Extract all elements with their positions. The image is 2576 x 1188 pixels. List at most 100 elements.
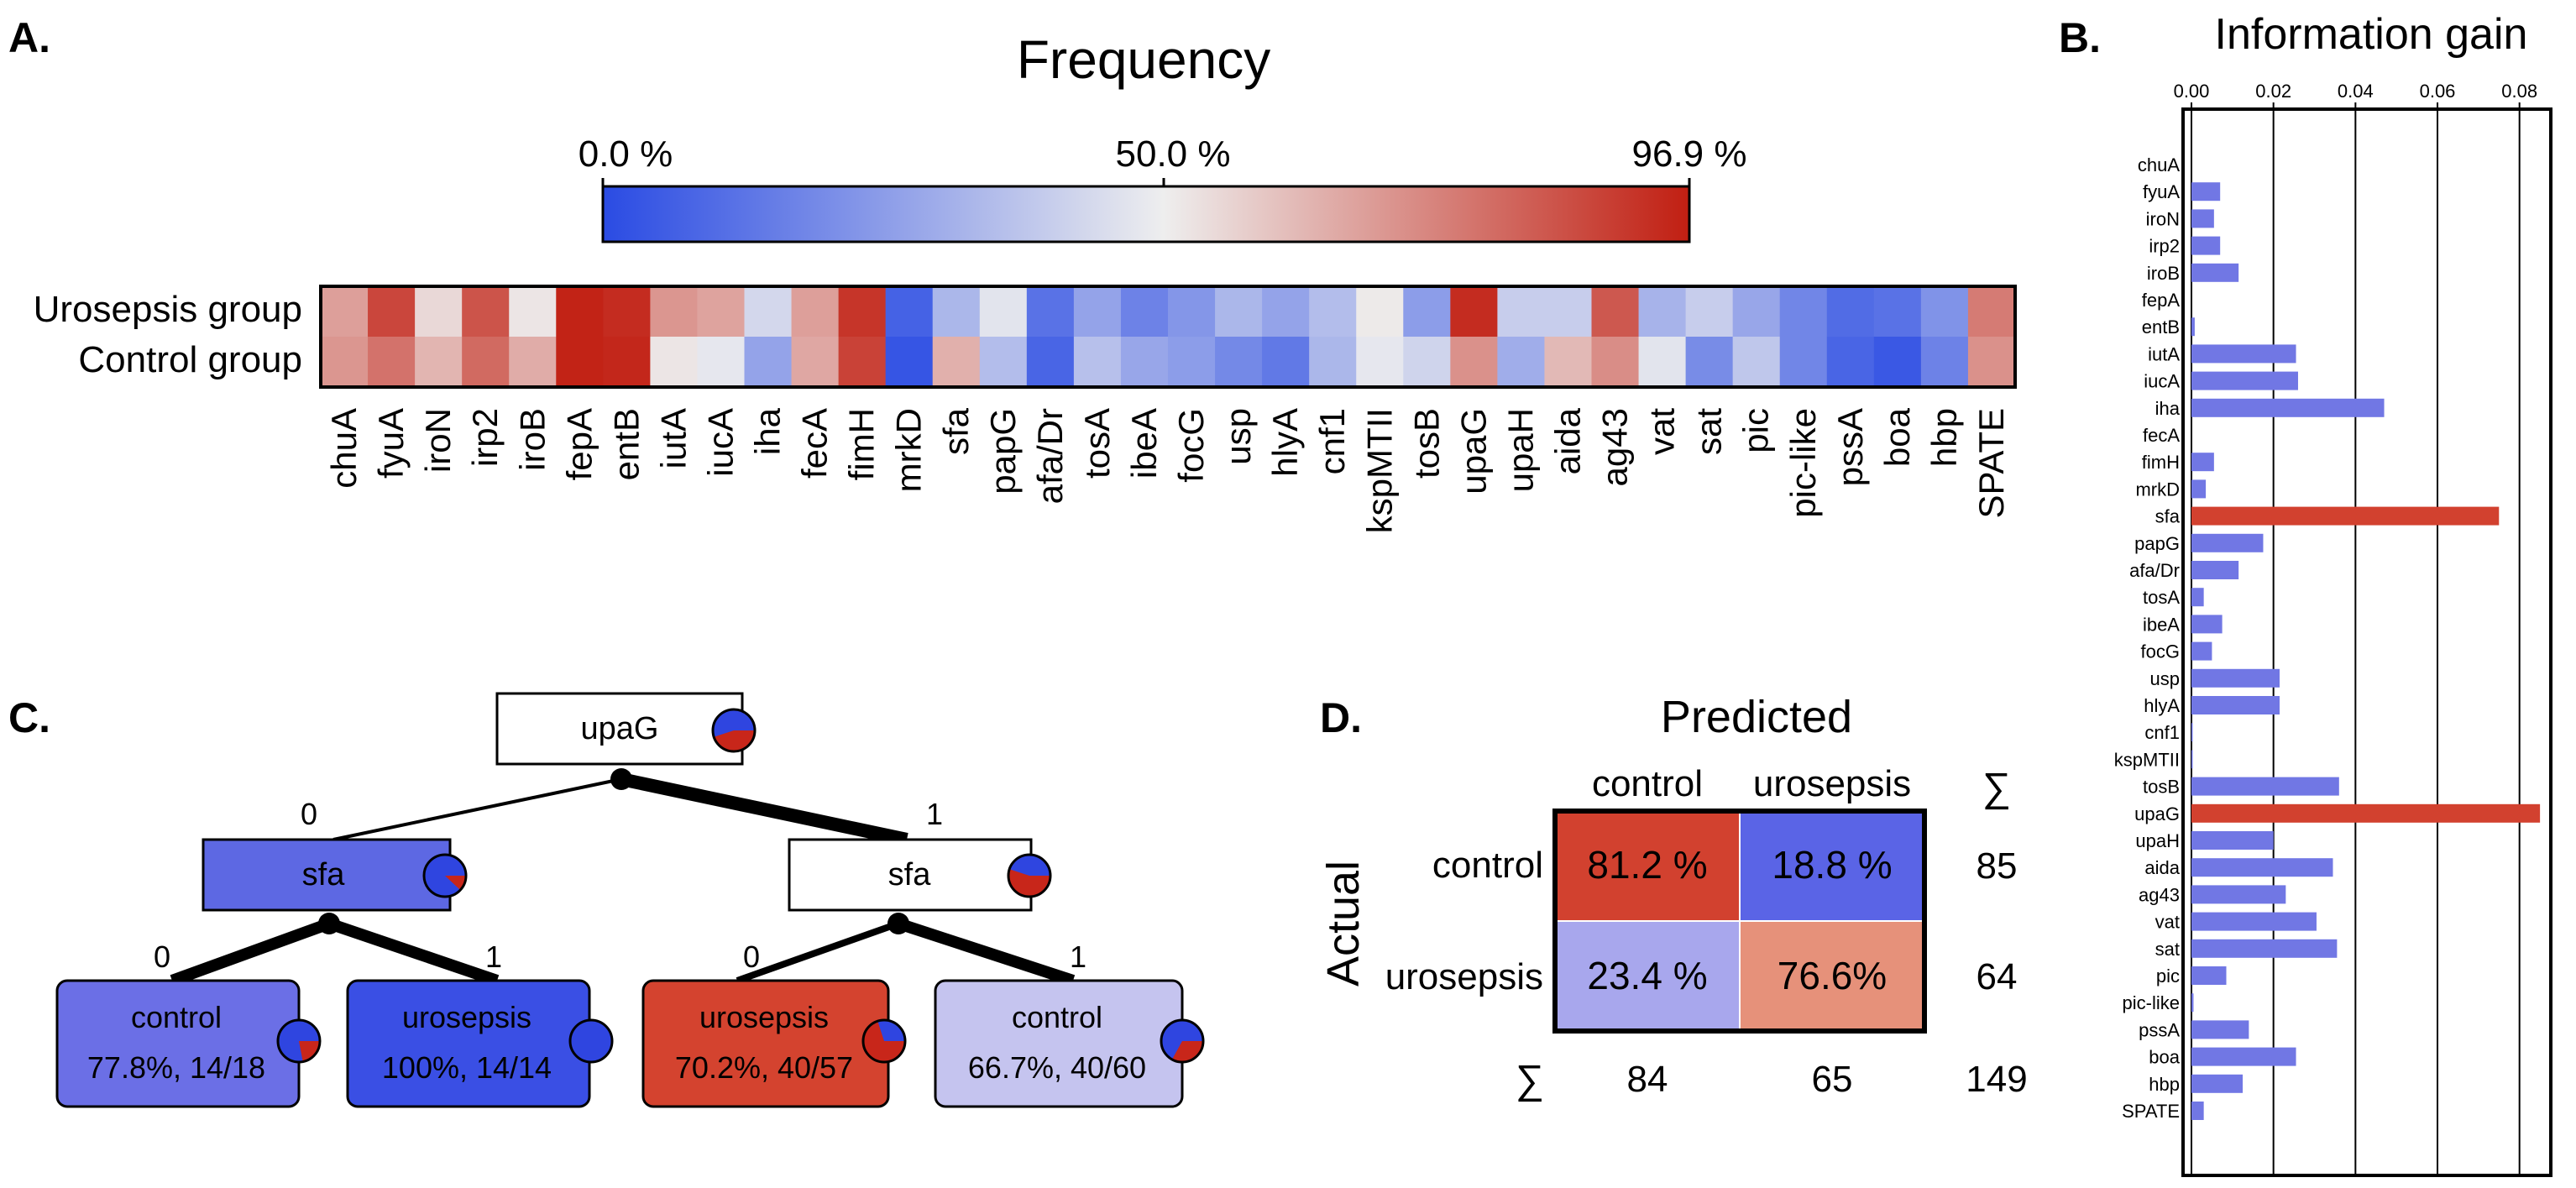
info-gain-bars bbox=[2191, 182, 2541, 1120]
pie-outline bbox=[711, 708, 757, 753]
heatmap-column-labels: chuA fyuA iroN irp2 iroB fepA entB iutA iucA iha f… bbox=[324, 407, 2011, 533]
heatmap-column-label: iha bbox=[748, 407, 788, 455]
confusion-row-label: urosepsis bbox=[1385, 956, 1543, 997]
heatmap-cell bbox=[415, 337, 463, 387]
heatmap-column-label: ag43 bbox=[1595, 408, 1635, 486]
heatmap-cell bbox=[1638, 337, 1687, 387]
info-gain-bar bbox=[2191, 371, 2298, 390]
info-gain-category-label: irp2 bbox=[2149, 236, 2180, 257]
info-gain-category-label: pic-like bbox=[2123, 992, 2180, 1013]
pie-slice-red bbox=[445, 876, 466, 891]
heatmap-cell bbox=[1967, 337, 2016, 387]
info-gain-tick-label: 0.04 bbox=[2338, 81, 2374, 102]
tree-junction bbox=[318, 913, 340, 934]
info-gain-bar bbox=[2191, 885, 2286, 904]
pie-outline bbox=[1160, 1018, 1205, 1064]
pie-outline bbox=[276, 1018, 322, 1064]
confusion-cell bbox=[1740, 811, 1924, 921]
pie-outline bbox=[422, 853, 468, 898]
confusion-cell-value: 81.2 % bbox=[1587, 843, 1707, 887]
heatmap-cell bbox=[1073, 286, 1122, 337]
info-gain-category-label: mrkD bbox=[2135, 479, 2180, 500]
confusion-sum-symbol: ∑ bbox=[1516, 1058, 1544, 1102]
heatmap-cell bbox=[1873, 286, 1922, 337]
heatmap-cell bbox=[368, 286, 416, 337]
heatmap-column-label: fyuA bbox=[371, 408, 411, 479]
heatmap-column-label: pic-like bbox=[1783, 408, 1823, 518]
heatmap-cell bbox=[368, 337, 416, 387]
tree-internal-label: sfa bbox=[302, 857, 346, 892]
heatmap-column-label: chuA bbox=[324, 408, 364, 489]
tree-edge bbox=[170, 918, 332, 987]
heatmap-cell bbox=[1450, 337, 1498, 387]
info-gain-bar bbox=[2191, 506, 2500, 526]
heatmap-cell bbox=[1073, 337, 1122, 387]
info-gain-bar bbox=[2191, 344, 2296, 364]
info-gain-bar bbox=[2191, 912, 2317, 931]
leaf-class-pie bbox=[276, 1018, 322, 1064]
tree-junction bbox=[887, 913, 909, 934]
confusion-cell bbox=[1555, 921, 1740, 1031]
info-gain-bar bbox=[2191, 209, 2214, 228]
heatmap-cell bbox=[1685, 337, 1734, 387]
heatmap-cell bbox=[556, 337, 604, 387]
tree-leaf-label: control bbox=[131, 1000, 222, 1034]
info-gain-tick-label: 0.00 bbox=[2174, 81, 2210, 102]
colorbar-tick-label: 50.0 % bbox=[1116, 133, 1231, 175]
info-gain-category-label: fecA bbox=[2143, 425, 2180, 446]
heatmap-column-label: pssA bbox=[1830, 408, 1870, 486]
panel-b-label: B. bbox=[2059, 14, 2101, 61]
confusion-col-label: control bbox=[1592, 763, 1703, 804]
leaf-class-pie bbox=[568, 1018, 614, 1064]
info-gain-category-label: focG bbox=[2141, 641, 2180, 662]
heatmap-cell bbox=[1920, 286, 1969, 337]
pie-outline bbox=[861, 1018, 907, 1064]
heatmap-column-label: irp2 bbox=[465, 408, 505, 467]
panel-b: B. Information gain 0.00 0.02 0.04 0.06 0.08… bbox=[2059, 10, 2552, 1177]
confusion-col-total: 149 bbox=[1966, 1059, 2027, 1100]
heatmap-cell bbox=[1215, 286, 1263, 337]
panel-c-label: C. bbox=[8, 694, 50, 741]
info-gain-bar bbox=[2191, 831, 2274, 850]
confusion-frame bbox=[1552, 809, 1927, 1034]
heatmap-row-label: Urosepsis group bbox=[34, 289, 302, 330]
info-gain-category-label: chuA bbox=[2138, 154, 2180, 175]
info-gain-bar bbox=[2191, 479, 2207, 499]
tree-leaf-stat: 77.8%, 14/18 bbox=[87, 1050, 265, 1085]
panel-d: D. Predicted control urosepsis ∑ Actual … bbox=[1318, 692, 2028, 1102]
confusion-sum-symbol: ∑ bbox=[1982, 766, 2011, 810]
heatmap-cell bbox=[697, 337, 746, 387]
heatmap-column-label: iutA bbox=[653, 408, 693, 468]
heatmap-cell bbox=[1356, 337, 1404, 387]
heatmap-cell bbox=[1732, 337, 1781, 387]
heatmap-column-label: fecA bbox=[795, 408, 835, 479]
info-gain-bar bbox=[2191, 668, 2280, 688]
heatmap-cell bbox=[932, 286, 981, 337]
heatmap-cell bbox=[1120, 337, 1169, 387]
info-gain-tick-label: 0.02 bbox=[2255, 81, 2291, 102]
heatmap-title: Frequency bbox=[1017, 29, 1270, 90]
heatmap-cell bbox=[650, 337, 699, 387]
heatmap-column-label: afa/Dr bbox=[1030, 408, 1070, 504]
heatmap-cells bbox=[321, 286, 2016, 387]
heatmap-cell bbox=[1120, 286, 1169, 337]
info-gain-tick-label: 0.06 bbox=[2420, 81, 2456, 102]
info-gain-category-label: iucA bbox=[2144, 371, 2180, 392]
heatmap-cell bbox=[979, 286, 1028, 337]
colorbar bbox=[601, 185, 1691, 243]
pie-slice-blue bbox=[570, 1020, 612, 1062]
heatmap-column-label: iucA bbox=[700, 408, 740, 477]
tree-leaf-stat: 70.2%, 40/57 bbox=[675, 1050, 853, 1085]
confusion-cell-value: 76.6% bbox=[1778, 954, 1887, 997]
info-gain-bar bbox=[2191, 858, 2333, 877]
panel-a: A. Frequency 0.0 % 50.0 % 96.9 % Uroseps… bbox=[8, 14, 2017, 533]
info-gain-category-label: pssA bbox=[2139, 1019, 2180, 1040]
heatmap-column-label: iroN bbox=[418, 408, 458, 473]
tree-internal-node-left bbox=[202, 838, 452, 912]
info-gain-category-label: SPATE bbox=[2122, 1101, 2180, 1122]
heatmap-column-label: usp bbox=[1218, 408, 1258, 465]
info-gain-bar bbox=[2191, 966, 2227, 985]
heatmap-column-label: ibeA bbox=[1124, 408, 1164, 479]
heatmap-column-label: pic bbox=[1736, 408, 1776, 453]
info-gain-bar bbox=[2191, 1102, 2204, 1120]
